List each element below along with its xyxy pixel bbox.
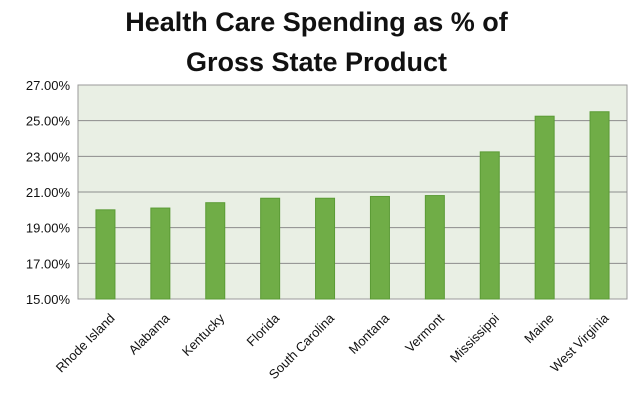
y-tick-label: 17.00% [26, 256, 71, 271]
bar [369, 195, 390, 300]
x-category-label: Kentucky [179, 310, 228, 359]
chart-title-line-1: Health Care Spending as % of [125, 7, 508, 37]
x-category-label: Florida [244, 310, 283, 349]
bar [150, 207, 171, 300]
chart-title: Health Care Spending as % of Gross State… [0, 2, 633, 82]
bar [589, 111, 610, 300]
bar [479, 151, 500, 300]
x-category-label: Mississippi [447, 310, 502, 365]
bar [315, 197, 336, 300]
x-category-label: Montana [346, 310, 393, 357]
y-tick-label: 27.00% [26, 78, 71, 93]
y-tick-label: 25.00% [26, 114, 71, 129]
x-category-label: Maine [521, 311, 557, 347]
y-tick-label: 23.00% [26, 149, 71, 164]
bar [95, 209, 116, 300]
bar [424, 195, 445, 300]
y-tick-label: 15.00% [26, 292, 71, 307]
x-category-label: West Virginia [547, 310, 612, 375]
bar [205, 202, 226, 300]
chart-title-line-2: Gross State Product [185, 47, 448, 77]
bar [260, 197, 281, 300]
y-tick-label: 21.00% [26, 185, 71, 200]
x-category-label: Alabama [126, 310, 173, 357]
y-tick-label: 19.00% [26, 221, 71, 236]
x-category-label: Rhode Island [53, 311, 118, 376]
x-category-label: Vermont [402, 310, 447, 355]
bar [534, 115, 555, 300]
